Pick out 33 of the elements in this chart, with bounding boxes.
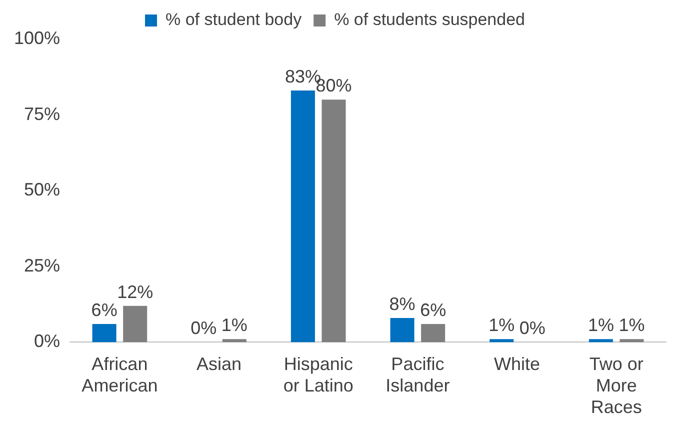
data-label: 8% <box>389 294 416 314</box>
bar <box>421 324 446 342</box>
y-tick-label: 0% <box>34 331 60 352</box>
data-label: 6% <box>91 300 118 320</box>
y-tick-label: 100% <box>14 28 60 48</box>
x-tick-label: Hispanic or Latino <box>283 354 354 396</box>
data-label: 6% <box>420 300 446 320</box>
data-label: 1% <box>618 315 645 336</box>
legend-label: % of students suspended <box>334 10 526 30</box>
x-tick-label: African American <box>82 354 158 396</box>
bar <box>322 100 346 342</box>
data-label: 1% <box>221 315 248 336</box>
data-label: 1% <box>588 315 614 336</box>
data-label: 0% <box>190 318 217 338</box>
bar <box>290 90 315 342</box>
bar <box>92 324 116 342</box>
bar <box>390 318 414 342</box>
x-tick-label: White <box>494 354 540 374</box>
bar <box>490 339 514 342</box>
bar <box>620 339 644 342</box>
x-tick-label: Pacific Islander <box>386 354 450 396</box>
bar <box>123 306 148 342</box>
data-label: 12% <box>117 282 154 302</box>
bar <box>222 339 246 342</box>
legend-label: % of student body <box>166 10 302 30</box>
x-tick-label: Two or More Races <box>589 354 644 418</box>
y-tick-label: 75% <box>24 104 60 124</box>
bar <box>588 339 613 342</box>
data-label: 0% <box>519 318 546 338</box>
y-tick-label: 50% <box>24 180 60 200</box>
y-tick-label: 25% <box>24 255 60 276</box>
x-tick-label: Asian <box>196 354 242 374</box>
data-label: 1% <box>488 315 515 336</box>
